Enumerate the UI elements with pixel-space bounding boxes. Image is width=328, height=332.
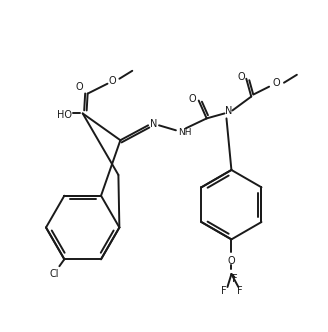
Text: F: F [236,286,242,296]
Text: N: N [151,119,158,129]
Text: O: O [189,94,196,104]
Text: HO: HO [57,111,72,121]
Text: NH: NH [178,128,191,137]
Text: F: F [221,286,226,296]
Text: O: O [76,82,84,92]
Text: N: N [225,107,232,117]
Text: O: O [272,78,280,88]
Text: F: F [232,274,237,284]
Text: O: O [109,76,116,86]
Text: Cl: Cl [50,269,59,279]
Text: O: O [237,72,245,82]
Text: O: O [228,256,235,266]
